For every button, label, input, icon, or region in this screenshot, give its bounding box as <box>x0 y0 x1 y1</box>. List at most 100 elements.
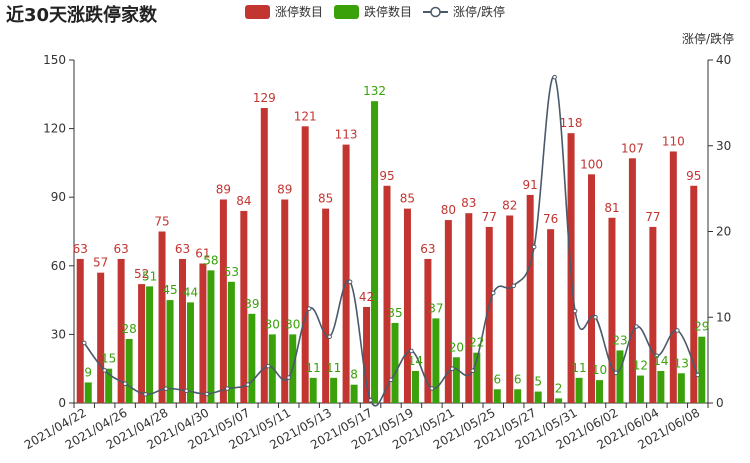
bar-up-count[interactable] <box>322 208 330 403</box>
ratio-point[interactable] <box>286 375 292 380</box>
ratio-point[interactable] <box>225 386 230 391</box>
bar-down-count[interactable] <box>207 270 215 403</box>
bar-up-count[interactable] <box>138 284 146 403</box>
bar-up-count[interactable] <box>608 217 616 403</box>
ratio-point[interactable] <box>81 340 87 346</box>
bar-down-count[interactable] <box>677 373 685 403</box>
ratio-point[interactable] <box>429 386 435 391</box>
bar-down-count[interactable] <box>596 380 604 403</box>
ratio-point[interactable] <box>511 283 517 289</box>
bar-down-count[interactable] <box>125 338 133 403</box>
ratio-point[interactable] <box>490 290 496 296</box>
ratio-point[interactable] <box>306 306 312 311</box>
ratio-point[interactable] <box>184 388 189 394</box>
bar-down-count[interactable] <box>657 370 665 403</box>
legend[interactable]: 涨停数目 跌停数目 涨停/跌停 <box>245 4 505 19</box>
ratio-point[interactable] <box>654 353 660 359</box>
ratio-point[interactable] <box>572 308 578 314</box>
ratio-point[interactable] <box>695 372 701 378</box>
bar-up-count[interactable] <box>465 213 473 403</box>
bar-down-count[interactable] <box>186 302 194 403</box>
ratio-point[interactable] <box>163 386 169 391</box>
ratio-point[interactable] <box>327 334 332 340</box>
bar-up-count[interactable] <box>260 108 268 404</box>
bar-up-count[interactable] <box>690 185 698 403</box>
bar-down-count[interactable] <box>166 300 174 403</box>
ratio-point[interactable] <box>450 366 455 372</box>
ratio-point[interactable] <box>593 314 598 320</box>
bar-down-count[interactable] <box>473 352 481 403</box>
bar-up-count[interactable] <box>178 258 186 403</box>
legend-item-down-count[interactable]: 跌停数目 <box>334 4 412 19</box>
bar-down-value-label: 51 <box>142 269 157 283</box>
bar-up-count[interactable] <box>485 226 493 403</box>
ratio-point[interactable] <box>409 348 414 354</box>
bar-down-count[interactable] <box>227 281 235 403</box>
ratio-point[interactable] <box>368 397 373 403</box>
bar-up-count[interactable] <box>547 229 555 403</box>
bar-down-count[interactable] <box>105 368 113 403</box>
bar-down-count[interactable] <box>248 313 256 403</box>
ratio-point[interactable] <box>122 381 128 387</box>
ratio-point[interactable] <box>634 324 639 329</box>
bar-up-count[interactable] <box>444 220 452 403</box>
bar-down-count[interactable] <box>452 357 460 403</box>
bar-down-count[interactable] <box>411 370 419 403</box>
bar-down-count[interactable] <box>575 377 583 403</box>
bar-up-count[interactable] <box>342 144 350 403</box>
bar-down-count[interactable] <box>698 336 706 403</box>
ratio-point[interactable] <box>102 368 107 373</box>
ratio-point[interactable] <box>552 74 557 80</box>
bar-down-count[interactable] <box>84 382 92 403</box>
bar-up-count[interactable] <box>97 272 105 403</box>
ratio-point[interactable] <box>613 370 619 376</box>
bar-up-count[interactable] <box>628 158 636 403</box>
ratio-point[interactable] <box>265 363 271 369</box>
bar-down-count[interactable] <box>371 101 379 403</box>
bar-up-count[interactable] <box>240 210 248 403</box>
bar-down-count[interactable] <box>636 375 644 403</box>
legend-item-ratio[interactable]: 涨停/跌停 <box>423 4 505 19</box>
bar-down-count[interactable] <box>555 398 563 403</box>
y-left-tick-label: 150 <box>43 53 66 67</box>
bar-up-count[interactable] <box>199 263 207 403</box>
bar-up-value-label: 91 <box>523 178 538 192</box>
bar-down-count[interactable] <box>432 318 440 403</box>
bar-up-count[interactable] <box>363 306 371 403</box>
ratio-point[interactable] <box>388 377 394 383</box>
bar-up-value-label: 89 <box>216 182 231 196</box>
bar-up-count[interactable] <box>219 199 227 403</box>
bar-down-count[interactable] <box>391 322 399 403</box>
bar-down-count[interactable] <box>350 384 358 403</box>
bar-up-count[interactable] <box>506 215 514 403</box>
bar-up-count[interactable] <box>76 258 84 403</box>
bar-up-count[interactable] <box>526 194 534 403</box>
ratio-point[interactable] <box>675 328 680 333</box>
ratio-point[interactable] <box>347 279 353 285</box>
bar-up-count[interactable] <box>669 151 677 403</box>
bar-down-count[interactable] <box>493 389 501 403</box>
bar-up-count[interactable] <box>301 126 309 404</box>
ratio-point[interactable] <box>470 368 476 373</box>
bar-up-count[interactable] <box>403 208 411 403</box>
bar-up-count[interactable] <box>281 199 289 403</box>
bar-down-count[interactable] <box>616 350 624 403</box>
bar-up-count[interactable] <box>117 258 125 403</box>
bar-up-count[interactable] <box>649 226 657 403</box>
bar-down-count[interactable] <box>534 391 542 403</box>
ratio-point[interactable] <box>531 244 537 250</box>
ratio-point[interactable] <box>143 391 148 397</box>
ratio-point[interactable] <box>245 382 251 387</box>
ratio-point[interactable] <box>204 391 210 397</box>
legend-item-up-count[interactable]: 涨停数目 <box>245 4 323 19</box>
bar-up-count[interactable] <box>424 258 432 403</box>
bar-down-count[interactable] <box>330 377 338 403</box>
bar-up-count[interactable] <box>383 185 391 403</box>
bar-down-count[interactable] <box>514 389 522 403</box>
bar-down-value-label: 11 <box>326 361 341 375</box>
bar-up-count[interactable] <box>588 174 596 403</box>
bar-down-count[interactable] <box>146 286 154 403</box>
bar-down-count[interactable] <box>309 377 317 403</box>
bar-up-count[interactable] <box>158 231 166 404</box>
